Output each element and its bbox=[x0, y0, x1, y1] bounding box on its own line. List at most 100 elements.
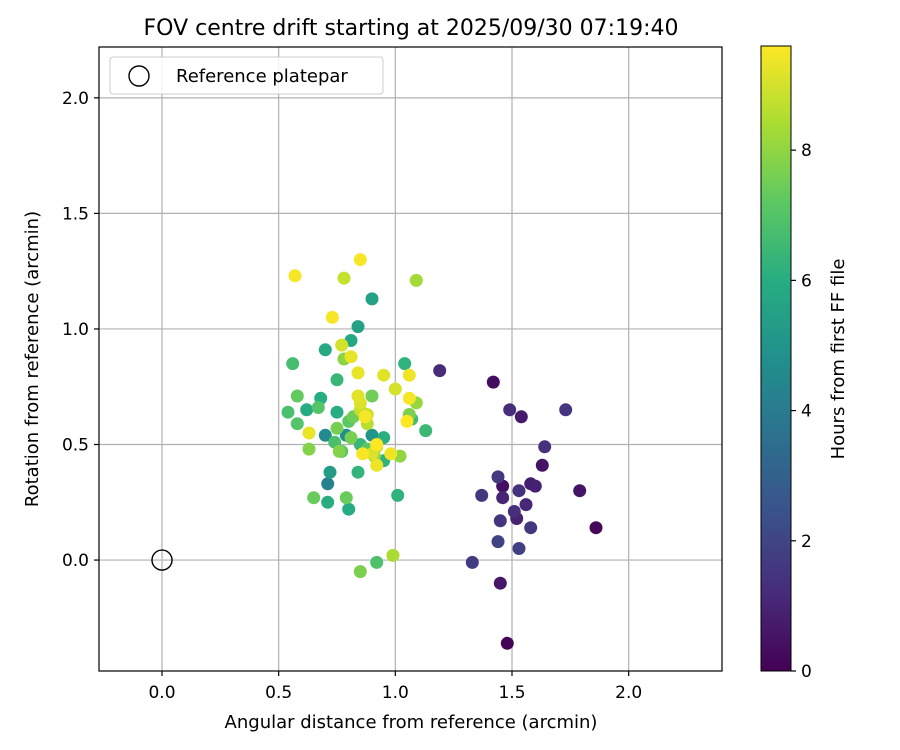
x-tick-label: 0.5 bbox=[265, 683, 292, 703]
data-point bbox=[325, 310, 339, 324]
data-point bbox=[351, 366, 365, 380]
data-point bbox=[286, 357, 300, 371]
data-point bbox=[419, 424, 433, 438]
data-point bbox=[370, 438, 384, 451]
data-point bbox=[524, 521, 538, 535]
data-point bbox=[402, 391, 416, 405]
data-point bbox=[400, 414, 414, 428]
data-point bbox=[496, 491, 510, 505]
colorbar-tick-label: 2 bbox=[801, 532, 812, 552]
data-point bbox=[370, 555, 384, 569]
data-point bbox=[288, 269, 302, 283]
data-point bbox=[377, 368, 391, 382]
colorbar-tick-label: 8 bbox=[801, 141, 812, 161]
y-axis-ticks: 0.0 0.5 1.0 1.5 2.0 bbox=[62, 89, 99, 571]
data-point bbox=[493, 576, 507, 590]
data-point bbox=[503, 403, 517, 417]
data-point bbox=[384, 447, 398, 461]
data-point bbox=[409, 273, 423, 287]
reference-platepar-marker bbox=[151, 549, 173, 571]
data-point bbox=[370, 458, 384, 472]
data-points bbox=[281, 253, 603, 650]
data-point bbox=[465, 555, 479, 569]
data-point bbox=[344, 350, 358, 364]
data-point bbox=[475, 488, 489, 502]
legend: Reference platepar bbox=[109, 56, 384, 95]
data-point bbox=[351, 320, 365, 334]
data-point bbox=[500, 636, 514, 650]
data-point bbox=[307, 491, 321, 505]
data-point bbox=[559, 403, 573, 417]
colorbar-label: Hours from first FF file bbox=[828, 259, 849, 460]
data-point bbox=[330, 373, 344, 387]
data-point bbox=[302, 442, 316, 456]
data-point bbox=[300, 403, 314, 417]
data-point bbox=[353, 565, 367, 579]
y-tick-label: 0.0 bbox=[62, 551, 89, 571]
colorbar-tick-label: 6 bbox=[801, 271, 812, 291]
data-point bbox=[433, 364, 447, 378]
data-point bbox=[491, 535, 505, 549]
data-point bbox=[402, 368, 416, 382]
data-point bbox=[507, 505, 521, 518]
x-tick-label: 1.5 bbox=[498, 683, 525, 703]
chart-title: FOV centre drift starting at 2025/09/30 … bbox=[144, 16, 679, 41]
data-point bbox=[391, 488, 405, 502]
data-point bbox=[493, 514, 507, 528]
x-tick-label: 0.0 bbox=[148, 683, 175, 703]
data-point bbox=[311, 401, 325, 414]
data-point bbox=[365, 292, 379, 306]
legend-label: Reference platepar bbox=[176, 66, 348, 87]
data-point bbox=[486, 375, 500, 389]
colorbar-tick-label: 4 bbox=[801, 402, 812, 422]
colorbar-gradient bbox=[760, 45, 792, 672]
data-point bbox=[535, 458, 549, 472]
grid-lines bbox=[99, 47, 722, 671]
data-point bbox=[388, 382, 402, 396]
y-tick-label: 1.0 bbox=[62, 320, 89, 340]
data-point bbox=[318, 343, 332, 357]
legend-marker bbox=[128, 65, 150, 87]
colorbar-tick-label: 0 bbox=[801, 662, 812, 682]
data-point bbox=[356, 447, 370, 461]
y-tick-label: 0.5 bbox=[62, 436, 89, 456]
data-point bbox=[321, 477, 335, 491]
data-point bbox=[351, 465, 365, 479]
y-axis-label: Rotation from reference (arcmin) bbox=[22, 211, 43, 507]
data-point bbox=[573, 484, 587, 498]
data-point bbox=[358, 410, 372, 424]
plot-frame bbox=[98, 46, 723, 672]
data-point bbox=[353, 253, 367, 267]
data-point bbox=[342, 502, 356, 516]
colorbar-ticks: 0 2 4 6 8 bbox=[791, 141, 812, 682]
data-point bbox=[512, 542, 526, 555]
legend-box bbox=[109, 56, 384, 95]
data-point bbox=[339, 491, 353, 505]
data-point bbox=[538, 440, 552, 454]
data-point bbox=[512, 484, 526, 498]
data-point bbox=[589, 521, 603, 535]
data-point bbox=[332, 444, 346, 458]
data-point bbox=[528, 479, 542, 493]
data-point bbox=[365, 389, 379, 403]
data-point bbox=[290, 417, 304, 431]
x-tick-label: 2.0 bbox=[615, 683, 642, 703]
data-point bbox=[335, 338, 349, 352]
data-point bbox=[330, 421, 344, 435]
x-tick-label: 1.0 bbox=[382, 683, 409, 703]
colorbar: 0 2 4 6 8 Hours from first FF file bbox=[760, 45, 849, 682]
y-tick-label: 2.0 bbox=[62, 89, 89, 109]
y-tick-label: 1.5 bbox=[62, 204, 89, 224]
data-point bbox=[337, 271, 351, 285]
x-axis-ticks: 0.0 0.5 1.0 1.5 2.0 bbox=[148, 671, 642, 703]
x-axis-label: Angular distance from reference (arcmin) bbox=[225, 712, 598, 733]
data-point bbox=[318, 428, 332, 442]
reference-marker-group bbox=[151, 549, 173, 571]
data-point bbox=[491, 470, 505, 484]
data-point bbox=[323, 465, 337, 479]
data-point bbox=[281, 405, 295, 419]
data-point bbox=[351, 389, 365, 403]
data-point bbox=[386, 548, 400, 562]
data-point bbox=[514, 410, 528, 424]
